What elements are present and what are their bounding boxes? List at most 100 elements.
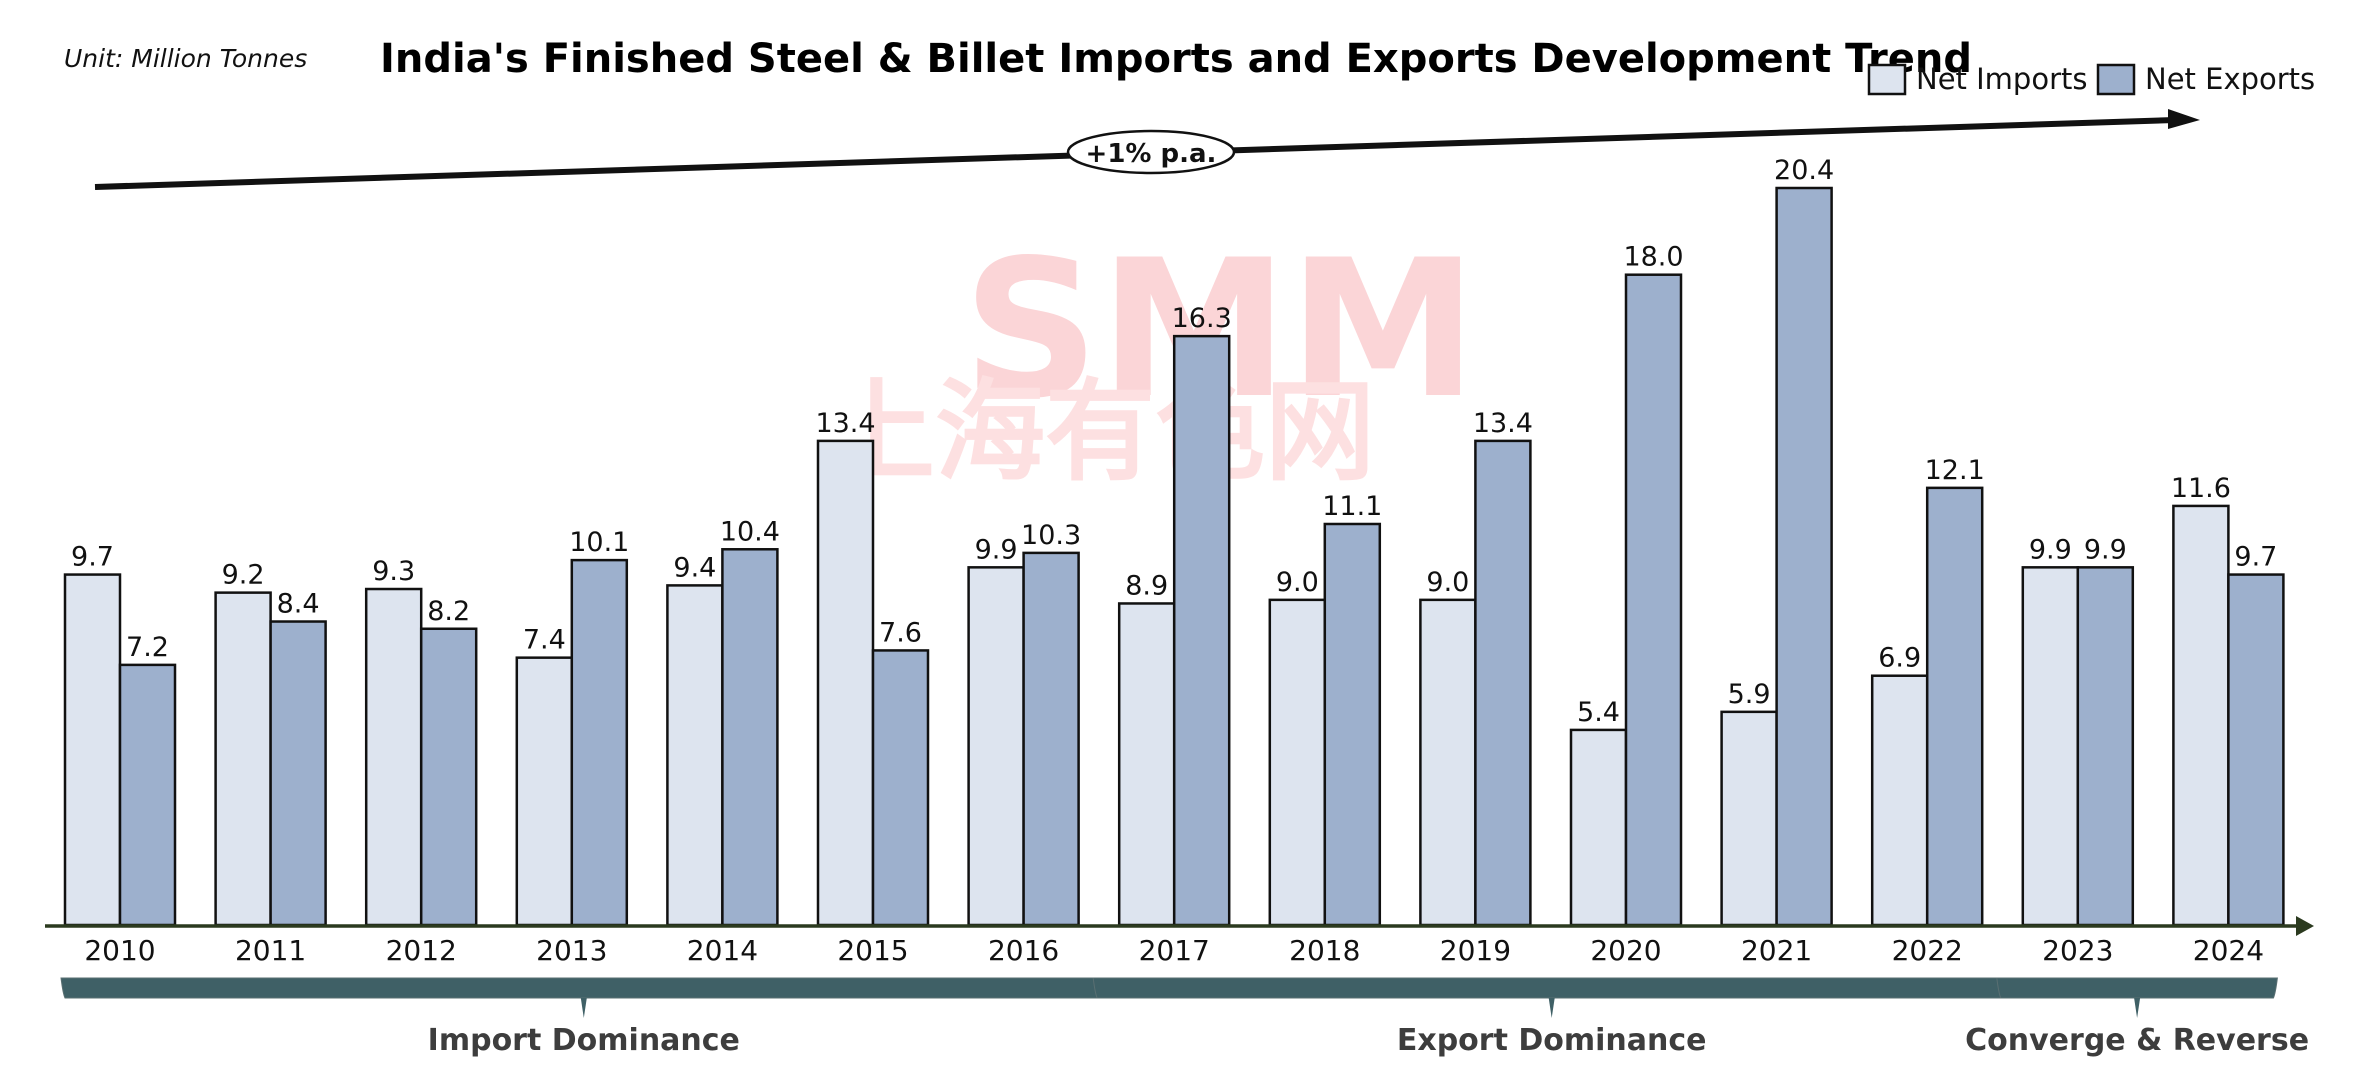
phase-label-import-dominance: Import Dominance bbox=[428, 1023, 740, 1058]
value-label-net-exports-2023: 9.9 bbox=[2084, 534, 2127, 565]
bar-net-exports-2022 bbox=[1925, 486, 1984, 927]
value-label-net-exports-2022: 12.1 bbox=[1925, 455, 1985, 486]
x-axis-arrowhead-icon bbox=[2296, 916, 2314, 936]
bar-net-imports-2017 bbox=[1117, 602, 1176, 927]
bar-net-imports-2024 bbox=[2172, 504, 2230, 927]
phase-bracket-tip-import-dominance bbox=[580, 998, 587, 1018]
bar-net-imports-2011 bbox=[214, 591, 272, 927]
value-label-net-imports-2013: 7.4 bbox=[523, 625, 566, 656]
legend-swatch-net-imports bbox=[1867, 63, 1907, 96]
watermark: SMM 上海有色网 bbox=[825, 219, 1478, 496]
bar-net-imports-2019 bbox=[1419, 598, 1477, 927]
chart-title: India's Finished Steel & Billet Imports … bbox=[380, 36, 1972, 82]
value-label-net-exports-2018: 11.1 bbox=[1322, 491, 1382, 522]
x-tick-label-2018: 2018 bbox=[1289, 934, 1360, 967]
bar-net-exports-2013 bbox=[570, 558, 629, 927]
bar-net-imports-2013 bbox=[515, 656, 574, 927]
legend-item-net-imports: Net Imports bbox=[1867, 62, 2087, 96]
value-label-net-imports-2021: 5.9 bbox=[1728, 679, 1771, 710]
bar-net-imports-2016 bbox=[967, 566, 1025, 927]
phase-bracket-export-dominance bbox=[1092, 977, 2011, 999]
value-label-net-imports-2019: 9.0 bbox=[1426, 567, 1469, 598]
bar-net-imports-2018 bbox=[1268, 598, 1327, 927]
x-tick-label-2017: 2017 bbox=[1139, 934, 1210, 967]
x-tick-label-2021: 2021 bbox=[1741, 934, 1812, 967]
x-tick-label-2011: 2011 bbox=[235, 934, 306, 967]
bar-net-imports-2022 bbox=[1870, 674, 1929, 927]
value-label-net-exports-2019: 13.4 bbox=[1473, 408, 1533, 439]
bar-net-imports-2021 bbox=[1720, 710, 1778, 927]
phase-bracket-converge-reverse bbox=[1996, 977, 2278, 999]
bar-net-exports-2017 bbox=[1172, 334, 1231, 927]
trend-label-ellipse bbox=[1066, 129, 1236, 175]
value-label-net-imports-2023: 9.9 bbox=[2029, 534, 2072, 565]
x-tick-label-2020: 2020 bbox=[1590, 934, 1661, 967]
bar-net-imports-2015 bbox=[816, 439, 875, 927]
legend-swatch-net-exports bbox=[2096, 63, 2136, 96]
value-label-net-imports-2022: 6.9 bbox=[1878, 643, 1921, 674]
bar-net-exports-2023 bbox=[2076, 566, 2135, 927]
x-tick-label-2013: 2013 bbox=[536, 934, 607, 967]
x-tick-label-2012: 2012 bbox=[386, 934, 457, 967]
phase-bracket-import-dominance bbox=[60, 977, 1108, 999]
value-label-net-exports-2011: 8.4 bbox=[277, 589, 320, 620]
unit-label: Unit: Million Tonnes bbox=[64, 44, 307, 73]
bar-net-imports-2010 bbox=[63, 573, 122, 927]
bar-net-imports-2012 bbox=[364, 587, 423, 927]
value-label-net-exports-2012: 8.2 bbox=[427, 596, 470, 627]
value-label-net-exports-2010: 7.2 bbox=[126, 632, 169, 663]
bars bbox=[63, 186, 2285, 927]
x-tick-label-2010: 2010 bbox=[84, 934, 155, 967]
bar-net-exports-2016 bbox=[1022, 551, 1080, 927]
value-label-net-imports-2018: 9.0 bbox=[1276, 567, 1319, 598]
value-label-net-exports-2020: 18.0 bbox=[1623, 242, 1683, 273]
x-tick-label-2024: 2024 bbox=[2193, 934, 2264, 967]
x-tick-label-2022: 2022 bbox=[1892, 934, 1963, 967]
bar-net-exports-2024 bbox=[2227, 573, 2285, 927]
bar-net-imports-2020 bbox=[1569, 728, 1628, 927]
legend-label-net-exports: Net Exports bbox=[2145, 62, 2315, 96]
x-tick-labels: 2010 2011 2012 2013 2014 2015 2016 2017 2018 2019… bbox=[84, 934, 2264, 967]
value-label-net-exports-2021: 20.4 bbox=[1774, 155, 1834, 186]
bar-net-exports-2010 bbox=[118, 663, 177, 927]
value-label-net-exports-2015: 7.6 bbox=[879, 617, 922, 648]
bar-net-imports-2014 bbox=[666, 584, 724, 927]
bar-net-imports-2023 bbox=[2021, 566, 2080, 927]
trend-arrow: +1% p.a. bbox=[94, 109, 2200, 190]
trend-label: +1% p.a. bbox=[1086, 139, 1217, 169]
bar-net-exports-2020 bbox=[1624, 273, 1683, 927]
bar-net-exports-2018 bbox=[1323, 522, 1382, 927]
value-label-net-imports-2015: 13.4 bbox=[815, 408, 875, 439]
value-label-net-imports-2020: 5.4 bbox=[1577, 697, 1620, 728]
phase-import-dominance: Import Dominance bbox=[60, 977, 1108, 1058]
phase-label-converge-reverse: Converge & Reverse bbox=[1965, 1023, 2309, 1058]
bar-net-exports-2019 bbox=[1474, 439, 1532, 927]
value-label-net-exports-2017: 16.3 bbox=[1172, 303, 1232, 334]
value-label-net-imports-2017: 8.9 bbox=[1125, 570, 1168, 601]
value-label-net-imports-2014: 9.4 bbox=[673, 552, 716, 583]
phase-converge-reverse: Converge & Reverse bbox=[1965, 977, 2309, 1058]
watermark-cjk: 上海有色网 bbox=[825, 368, 1375, 496]
legend: Net Imports Net Exports bbox=[1867, 62, 2315, 96]
value-labels: 9.7 7.2 9.2 8.4 9.3 8.2 7.4 10.1 9.410.4 13.4 7.6 9… bbox=[71, 155, 2277, 728]
value-label-net-imports-2016: 9.9 bbox=[975, 534, 1018, 565]
phase-bracket-tip-converge-reverse bbox=[2134, 998, 2141, 1018]
x-tick-label-2019: 2019 bbox=[1440, 934, 1511, 967]
value-label-net-imports-2010: 9.7 bbox=[71, 542, 114, 573]
legend-item-net-exports: Net Exports bbox=[2096, 62, 2315, 96]
value-label-net-imports-2012: 9.3 bbox=[372, 556, 415, 587]
x-tick-label-2023: 2023 bbox=[2042, 934, 2113, 967]
trend-arrowhead-icon bbox=[2168, 109, 2200, 129]
bar-net-exports-2015 bbox=[871, 649, 930, 927]
bar-net-exports-2011 bbox=[269, 620, 327, 927]
phase-brackets: Import Dominance Export Dominance Converge… bbox=[60, 977, 2309, 1058]
x-axis bbox=[45, 916, 2314, 936]
legend-label-net-imports: Net Imports bbox=[1916, 62, 2087, 96]
value-label-net-imports-2011: 9.2 bbox=[222, 560, 265, 591]
x-tick-label-2016: 2016 bbox=[988, 934, 1059, 967]
bar-net-exports-2012 bbox=[419, 627, 478, 927]
value-label-net-exports-2013: 10.1 bbox=[569, 527, 629, 558]
phase-export-dominance: Export Dominance bbox=[1092, 977, 2011, 1058]
x-tick-label-2014: 2014 bbox=[687, 934, 758, 967]
